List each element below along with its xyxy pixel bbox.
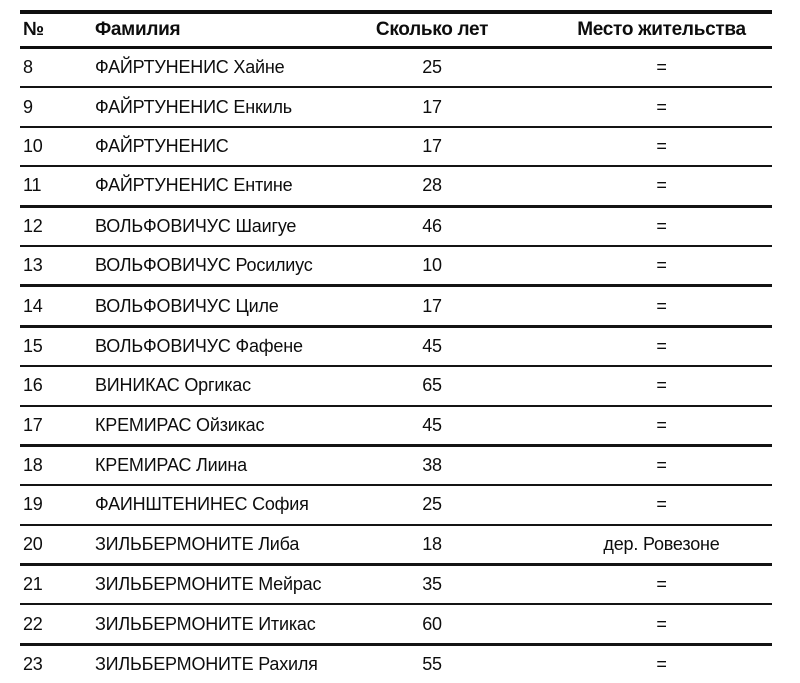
cell-age: 25 <box>342 48 522 88</box>
cell-surname: ЗИЛЬБЕРМОНИТЕ Рахиля <box>92 644 342 683</box>
cell-age: 45 <box>342 326 522 366</box>
header-num: № <box>20 12 92 48</box>
cell-age: 38 <box>342 445 522 485</box>
cell-num: 17 <box>20 406 92 446</box>
cell-age: 35 <box>342 565 522 605</box>
cell-num: 10 <box>20 127 92 166</box>
cell-residence: = <box>522 127 772 166</box>
cell-age: 17 <box>342 286 522 326</box>
header-residence: Место жительства <box>522 12 772 48</box>
cell-num: 13 <box>20 246 92 286</box>
cell-surname: ЗИЛЬБЕРМОНИТЕ Итикас <box>92 604 342 644</box>
cell-residence: = <box>522 246 772 286</box>
header-row: № Фамилия Сколько лет Место жительства <box>20 12 772 48</box>
header-surname: Фамилия <box>92 12 342 48</box>
cell-age: 25 <box>342 485 522 524</box>
cell-num: 20 <box>20 525 92 565</box>
cell-age: 10 <box>342 246 522 286</box>
cell-age: 18 <box>342 525 522 565</box>
cell-surname: ФАЙРТУНЕНИС Ентине <box>92 166 342 206</box>
cell-age: 55 <box>342 644 522 683</box>
cell-residence: = <box>522 565 772 605</box>
cell-age: 60 <box>342 604 522 644</box>
cell-surname: ЗИЛЬБЕРМОНИТЕ Мейрас <box>92 565 342 605</box>
cell-num: 22 <box>20 604 92 644</box>
cell-surname: ВОЛЬФОВИЧУС Шаигуе <box>92 206 342 246</box>
cell-surname: КРЕМИРАС Лиина <box>92 445 342 485</box>
cell-residence: дер. Ровезоне <box>522 525 772 565</box>
cell-num: 16 <box>20 366 92 405</box>
cell-age: 65 <box>342 366 522 405</box>
cell-num: 18 <box>20 445 92 485</box>
cell-age: 46 <box>342 206 522 246</box>
cell-surname: ВОЛЬФОВИЧУС Росилиус <box>92 246 342 286</box>
cell-residence: = <box>522 366 772 405</box>
cell-age: 28 <box>342 166 522 206</box>
cell-num: 9 <box>20 87 92 126</box>
cell-residence: = <box>522 206 772 246</box>
cell-residence: = <box>522 485 772 524</box>
cell-surname: ВОЛЬФОВИЧУС Фафене <box>92 326 342 366</box>
cell-num: 21 <box>20 565 92 605</box>
cell-residence: = <box>522 87 772 126</box>
cell-surname: ФАИНШТЕНИНЕС София <box>92 485 342 524</box>
cell-surname: ВИНИКАС Оргикас <box>92 366 342 405</box>
cell-surname: ФАЙРТУНЕНИС Хайне <box>92 48 342 88</box>
cell-residence: = <box>522 445 772 485</box>
cell-residence: = <box>522 406 772 446</box>
cell-age: 17 <box>342 87 522 126</box>
cell-num: 11 <box>20 166 92 206</box>
register-table: № Фамилия Сколько лет Место жительства 8… <box>20 10 772 683</box>
cell-surname: ВОЛЬФОВИЧУС Циле <box>92 286 342 326</box>
cell-num: 19 <box>20 485 92 524</box>
cell-surname: ФАЙРТУНЕНИС <box>92 127 342 166</box>
cell-residence: = <box>522 326 772 366</box>
cell-residence: = <box>522 48 772 88</box>
cell-surname: ЗИЛЬБЕРМОНИТЕ Либа <box>92 525 342 565</box>
cell-num: 15 <box>20 326 92 366</box>
cell-residence: = <box>522 286 772 326</box>
header-age: Сколько лет <box>342 12 522 48</box>
cell-num: 23 <box>20 644 92 683</box>
cell-age: 17 <box>342 127 522 166</box>
cell-residence: = <box>522 644 772 683</box>
cell-surname: ФАЙРТУНЕНИС Енкиль <box>92 87 342 126</box>
scanned-register-page: № Фамилия Сколько лет Место жительства 8… <box>20 10 772 683</box>
table-header: № Фамилия Сколько лет Место жительства <box>20 12 772 48</box>
cell-num: 12 <box>20 206 92 246</box>
cell-surname: КРЕМИРАС Ойзикас <box>92 406 342 446</box>
cell-residence: = <box>522 604 772 644</box>
cell-num: 14 <box>20 286 92 326</box>
cell-num: 8 <box>20 48 92 88</box>
cell-residence: = <box>522 166 772 206</box>
cell-age: 45 <box>342 406 522 446</box>
